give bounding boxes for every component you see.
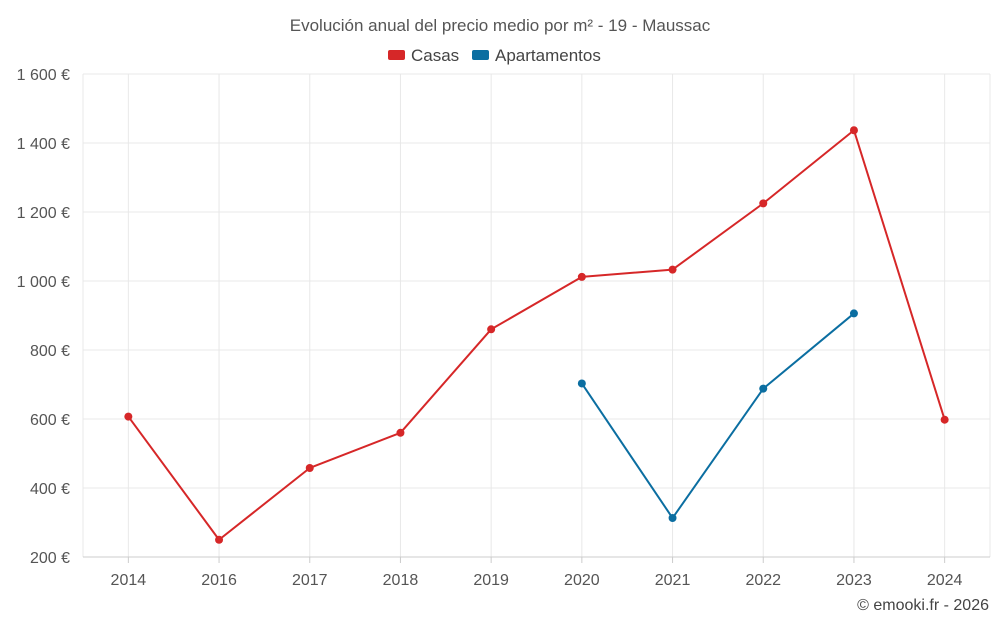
y-tick-label: 1 600 €: [17, 67, 70, 84]
data-point-apartamentos[interactable]: [849, 309, 858, 318]
y-tick-label: 1 200 €: [17, 205, 70, 222]
x-tick-label: 2017: [292, 572, 328, 589]
credit-text: © emooki.fr - 2026: [857, 597, 989, 614]
y-tick-label: 600 €: [30, 412, 70, 429]
data-point-casas[interactable]: [759, 199, 768, 208]
legend-swatch-casas: [388, 50, 405, 60]
x-tick-label: 2014: [111, 572, 147, 589]
data-point-casas[interactable]: [487, 325, 496, 334]
series-line-apartamentos: [581, 312, 855, 520]
x-tick-label: 2018: [383, 572, 419, 589]
data-point-apartamentos[interactable]: [759, 384, 768, 393]
data-point-apartamentos[interactable]: [577, 379, 586, 388]
x-tick-label: 2020: [564, 572, 600, 589]
legend-swatch-apartamentos: [472, 50, 489, 60]
legend-item-apartamentos[interactable]: Apartamentos: [472, 46, 601, 65]
data-point-casas[interactable]: [940, 415, 949, 424]
x-tick-label: 2023: [836, 572, 872, 589]
x-tick-label: 2021: [655, 572, 691, 589]
data-point-casas[interactable]: [305, 463, 314, 472]
series: [124, 126, 949, 544]
series-line-casas: [127, 129, 946, 541]
x-tick-label: 2022: [745, 572, 781, 589]
y-tick-label: 200 €: [30, 550, 70, 567]
x-tick-label: 2024: [927, 572, 963, 589]
y-tick-label: 800 €: [30, 343, 70, 360]
legend: Casas Apartamentos: [388, 46, 601, 65]
data-point-casas[interactable]: [215, 535, 224, 544]
x-tick-label: 2019: [473, 572, 509, 589]
y-tick-label: 1 400 €: [17, 136, 70, 153]
y-tick-label: 1 000 €: [17, 274, 70, 291]
chart-title: Evolución anual del precio medio por m² …: [290, 16, 711, 35]
data-point-apartamentos[interactable]: [668, 514, 677, 523]
grid: [82, 73, 991, 557]
data-point-casas[interactable]: [577, 272, 586, 281]
data-point-casas[interactable]: [124, 412, 133, 421]
legend-item-casas[interactable]: Casas: [388, 46, 459, 65]
y-tick-label: 400 €: [30, 481, 70, 498]
legend-label-apartamentos: Apartamentos: [495, 46, 601, 65]
data-point-casas[interactable]: [668, 265, 677, 274]
data-point-casas[interactable]: [396, 428, 405, 437]
x-tick-label: 2016: [201, 572, 237, 589]
legend-label-casas: Casas: [411, 46, 459, 65]
data-point-casas[interactable]: [849, 126, 858, 135]
axes: 200 € 400 € 600 € 800 € 1 000 € 1 200 € 1 400 …: [17, 67, 990, 589]
